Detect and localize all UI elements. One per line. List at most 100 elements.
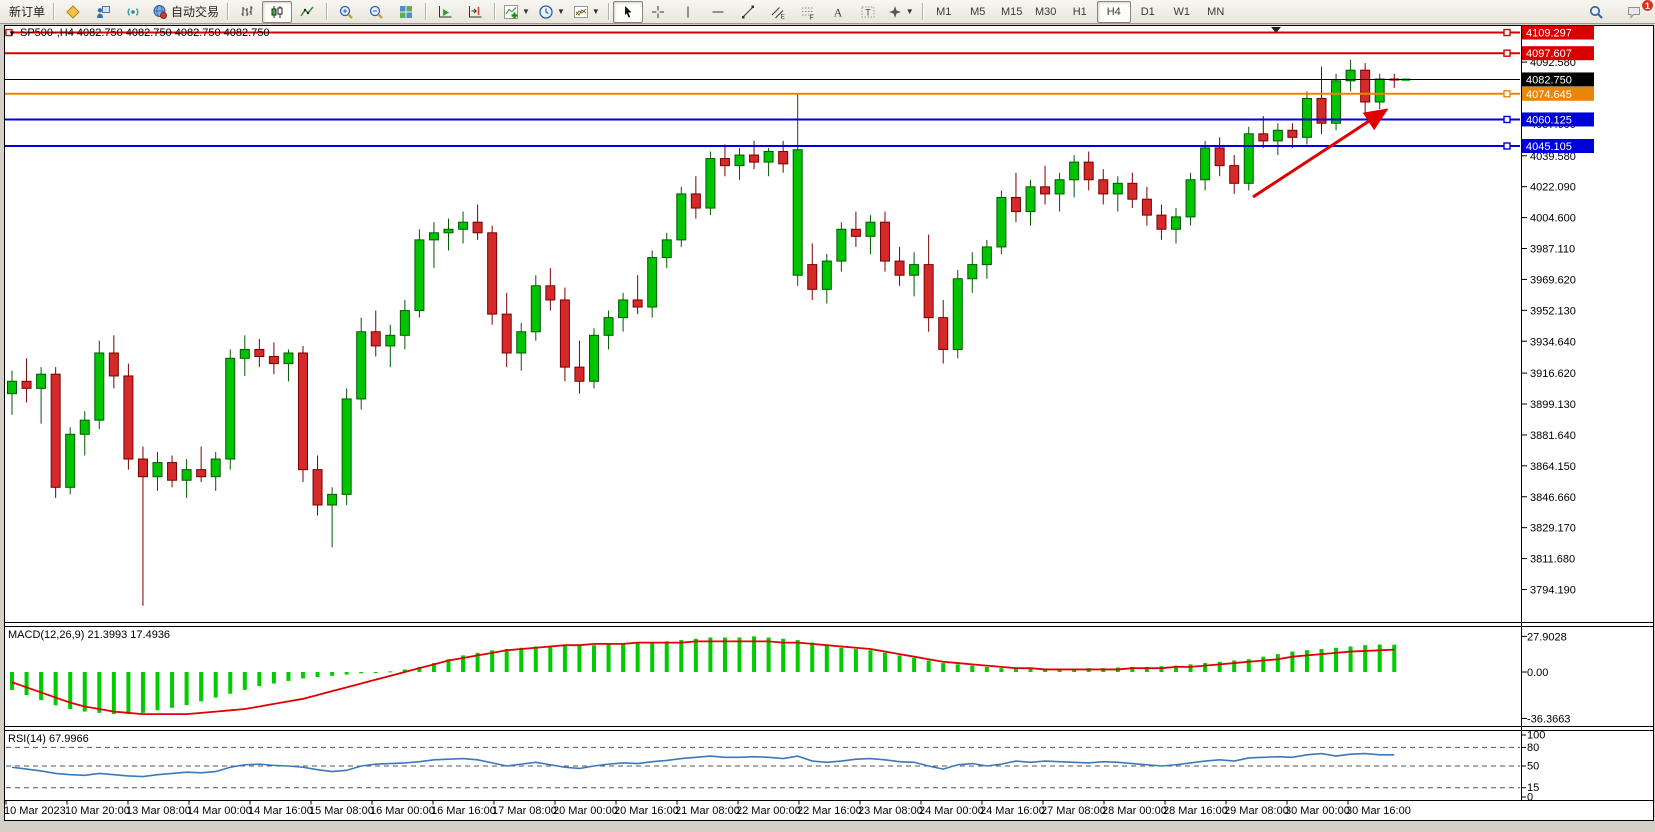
price-label-box	[1522, 72, 1594, 87]
macd-bar	[955, 664, 960, 672]
candle-down	[1156, 214, 1167, 230]
timeframe-button-m30[interactable]: M30	[1035, 5, 1057, 18]
tile-windows-button[interactable]	[391, 1, 421, 23]
candle-up	[283, 352, 294, 365]
candle-down	[1316, 97, 1327, 124]
chart-menu-icon[interactable]: ▼	[8, 29, 16, 38]
fibonacci-button[interactable]: F	[793, 1, 823, 23]
candle-up	[661, 239, 672, 259]
macd-bar	[999, 668, 1004, 672]
candle-up	[7, 380, 17, 395]
hline-handle[interactable]	[1503, 142, 1511, 150]
hline-handle[interactable]	[1503, 28, 1511, 37]
vertical-line-button[interactable]	[673, 1, 703, 23]
candle-down	[690, 193, 701, 209]
bar-chart-icon	[241, 5, 253, 16]
vertical-line-icon	[687, 6, 689, 17]
candle-down	[137, 458, 148, 478]
candlesticks	[7, 59, 1400, 606]
equidistant-channel-button[interactable]: E	[763, 1, 793, 23]
macd-bar	[533, 646, 538, 672]
text-button[interactable]: A	[823, 1, 853, 23]
bar-chart-button[interactable]	[232, 1, 262, 23]
candle-up	[152, 462, 163, 478]
market-watch-button[interactable]	[88, 1, 118, 23]
rsi-axis-label: 100	[1527, 730, 1545, 742]
chart-frame[interactable]	[4, 25, 1654, 821]
macd-bar	[1057, 669, 1062, 672]
horizontal-line-button[interactable]	[703, 1, 733, 23]
timeframe-button-w1[interactable]: W1	[1173, 5, 1190, 18]
toolbar-group	[331, 0, 421, 24]
macd-bar	[1013, 668, 1018, 672]
macd-bar	[1072, 668, 1077, 672]
metaquotes-button[interactable]	[58, 1, 88, 23]
macd-bar	[1319, 649, 1324, 672]
timeframe-button-m5[interactable]: M5	[970, 5, 986, 18]
candlestick-chart-button[interactable]	[262, 0, 293, 23]
auto-scroll-button[interactable]	[430, 1, 460, 23]
cursor-button[interactable]	[612, 0, 643, 23]
line-chart-button[interactable]	[292, 1, 322, 23]
candle-up	[65, 433, 76, 488]
macd-bar	[621, 643, 626, 672]
time-tick-label: 10 Mar 2023	[4, 805, 66, 817]
svg-text:F: F	[809, 14, 813, 20]
trend-arrow[interactable]	[1252, 108, 1389, 199]
candle-up	[341, 398, 352, 495]
macd-bar	[24, 672, 29, 695]
signals-button[interactable]	[118, 1, 148, 23]
candle-up	[734, 154, 745, 167]
macd-bar	[548, 646, 553, 672]
svg-text:A: A	[833, 5, 842, 19]
hline-handle[interactable]	[1503, 49, 1511, 57]
arrows-button[interactable]: ▼	[883, 1, 918, 23]
auto-trading-button[interactable]: 自动交易	[148, 1, 223, 23]
chart-shift-button[interactable]	[460, 1, 490, 23]
macd-bar	[475, 652, 480, 672]
candle-up	[94, 352, 105, 421]
macd-bar	[679, 640, 684, 672]
zoom-in-button[interactable]	[331, 1, 361, 23]
zoom-out-icon	[369, 5, 383, 19]
macd-bar	[868, 650, 873, 672]
hline-handle[interactable]	[5, 28, 13, 37]
timeframe-button-m1[interactable]: M1	[936, 5, 952, 18]
notifications-button[interactable]: 1	[1619, 0, 1654, 23]
trendline-button[interactable]	[733, 1, 763, 23]
price-label-box	[1522, 86, 1594, 101]
timeframe-button-h4[interactable]: H4	[1096, 0, 1131, 23]
search-button[interactable]	[1581, 1, 1611, 23]
candle-down	[487, 232, 498, 315]
candle-up	[1185, 179, 1196, 218]
macd-bar	[1174, 665, 1178, 672]
timeframe-button-mn[interactable]: MN	[1207, 5, 1225, 18]
zoom-out-button[interactable]	[361, 1, 391, 23]
template-button[interactable]: ▼	[569, 1, 604, 23]
toolbar-separator	[607, 3, 609, 20]
macd-bar	[111, 672, 116, 715]
periods-button[interactable]: ▼	[534, 1, 569, 23]
toolbar-separator	[326, 3, 328, 20]
toolbar-group: E F A T ▼	[612, 0, 918, 24]
macd-bar	[606, 643, 611, 672]
cursor-icon	[624, 5, 632, 18]
timeframe-button-h1[interactable]: H1	[1072, 5, 1087, 18]
crosshair-button[interactable]	[643, 1, 673, 23]
macd-bar	[1159, 666, 1164, 672]
price-label-text: 4109.297	[1526, 28, 1572, 40]
rsi-label: RSI(14) 67.9966	[8, 733, 89, 745]
rsi-axis-label: 15	[1527, 782, 1539, 794]
time-tick-label: 10 Mar 20:00	[65, 805, 130, 817]
add-indicator-button[interactable]: ▼	[499, 1, 534, 23]
candle-down	[1083, 161, 1094, 181]
hline-handle[interactable]	[1503, 90, 1511, 98]
hline-handle[interactable]	[1503, 115, 1511, 124]
timeframe-button-d1[interactable]: D1	[1140, 5, 1155, 18]
candle-down	[108, 352, 119, 377]
dropdown-arrow-icon: ▼	[522, 7, 530, 16]
timeframe-button-m15[interactable]: M15	[1001, 5, 1023, 18]
macd-bar	[417, 666, 422, 672]
label-button[interactable]: T	[853, 1, 883, 23]
new-order-button[interactable]: 新订单	[2, 1, 49, 23]
